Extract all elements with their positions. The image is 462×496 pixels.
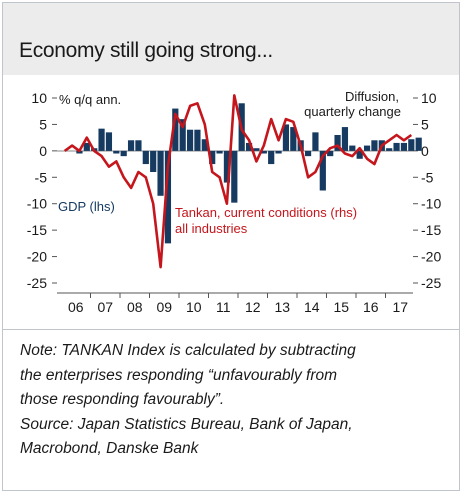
chart-panel: Economy still going strong... % q/q ann.… xyxy=(2,2,460,491)
gdp-bar xyxy=(83,142,90,151)
right-axis-label-2: quarterly change xyxy=(304,104,401,119)
right-tick-label: 0 xyxy=(421,143,429,159)
gdp-bar xyxy=(231,150,238,203)
gdp-bars xyxy=(76,103,422,244)
x-tick-label: 17 xyxy=(392,299,408,315)
x-tick-label: 12 xyxy=(245,299,261,315)
x-tick-label: 08 xyxy=(127,299,143,315)
tankan-series-label-1: Tankan, current conditions (rhs) xyxy=(175,205,357,220)
gdp-bar xyxy=(105,132,113,151)
x-tick-label: 14 xyxy=(304,299,320,315)
gdp-bar xyxy=(216,150,223,154)
note-line: Macrobond, Danske Bank xyxy=(20,440,199,457)
gdp-bar xyxy=(275,150,282,154)
gdp-bar xyxy=(282,124,290,151)
right-y-ticks: 10 5 0 -5 -10 -15 -20 -25 xyxy=(413,90,441,291)
gdp-bar xyxy=(127,140,135,151)
gdp-bar xyxy=(393,142,400,151)
right-axis-label-1: Diffusion, xyxy=(345,89,399,104)
gdp-bar xyxy=(179,119,186,151)
gdp-bar xyxy=(341,127,349,151)
gdp-bar xyxy=(290,127,297,151)
right-tick-label: -5 xyxy=(421,169,434,185)
left-tick-label: -5 xyxy=(35,169,48,185)
gdp-bar xyxy=(253,148,260,151)
gdp-bar xyxy=(194,129,201,151)
tankan-series-label-2: all industries xyxy=(175,221,248,236)
gdp-bar xyxy=(356,150,363,159)
chart-svg: % q/q ann. Diffusion, quarterly change 1… xyxy=(27,89,442,315)
gdp-bar xyxy=(312,132,319,151)
x-tick-label: 16 xyxy=(363,299,379,315)
gdp-bar xyxy=(268,150,275,165)
gdp-bar xyxy=(164,150,172,244)
title-band: Economy still going strong... xyxy=(3,3,459,75)
gdp-bar xyxy=(223,150,231,183)
left-tick-label: -25 xyxy=(27,275,47,291)
right-tick-label: -20 xyxy=(421,249,441,265)
gdp-bar xyxy=(186,129,194,151)
left-axis-label: % q/q ann. xyxy=(59,92,121,107)
x-tick-label: 15 xyxy=(333,299,349,315)
chart-title: Economy still going strong... xyxy=(19,39,273,62)
left-y-ticks: 10 5 0 -5 -10 -15 -20 -25 xyxy=(27,90,57,291)
gdp-bar xyxy=(120,150,127,157)
right-tick-label: -10 xyxy=(421,196,441,212)
gdp-bar xyxy=(408,139,415,151)
note-line: those responding favourably”. xyxy=(20,391,225,408)
left-tick-label: 10 xyxy=(31,90,47,106)
left-tick-label: -15 xyxy=(27,222,47,238)
left-tick-label: 5 xyxy=(39,116,47,132)
tankan-line xyxy=(63,94,413,269)
gdp-bar xyxy=(135,140,142,151)
left-tick-label: -10 xyxy=(27,196,47,212)
gdp-bar xyxy=(304,150,312,157)
note-line: Source: Japan Statistics Bureau, Bank of… xyxy=(20,415,353,433)
gdp-bar xyxy=(386,148,393,151)
note-line: the enterprises responding “unfavourably… xyxy=(20,366,338,384)
gdp-bar xyxy=(201,139,208,151)
gdp-bar xyxy=(142,150,149,165)
gdp-bar xyxy=(415,137,422,151)
right-tick-label: -25 xyxy=(421,275,441,291)
gdp-bar xyxy=(157,150,164,196)
gdp-bar xyxy=(245,142,253,151)
left-tick-label: -20 xyxy=(27,249,47,265)
right-tick-label: -15 xyxy=(421,222,441,238)
x-tick-label: 13 xyxy=(274,299,290,315)
gdp-bar xyxy=(371,140,378,151)
x-ticks: 06 07 08 09 10 11 12 13 14 15 16 17 xyxy=(68,293,408,315)
gdp-bar xyxy=(349,145,356,151)
right-tick-label: 10 xyxy=(421,90,437,106)
gdp-series-label: GDP (lhs) xyxy=(58,199,115,214)
x-tick-label: 10 xyxy=(186,299,202,315)
x-tick-label: 11 xyxy=(216,299,231,315)
footnote: Note: TANKAN Index is calculated by subt… xyxy=(20,339,450,462)
divider xyxy=(3,329,459,330)
x-tick-label: 07 xyxy=(97,299,113,315)
left-tick-label: 0 xyxy=(39,143,47,159)
gdp-bar xyxy=(400,142,408,151)
gdp-bar xyxy=(260,150,267,154)
gdp-bar xyxy=(209,150,216,165)
gdp-bar xyxy=(98,128,105,151)
right-tick-label: 5 xyxy=(421,116,429,132)
gdp-bar xyxy=(334,135,341,151)
x-tick-label: 09 xyxy=(156,299,172,315)
gdp-bar xyxy=(172,108,179,151)
gdp-bar xyxy=(150,150,157,172)
gdp-bar xyxy=(319,150,326,191)
gdp-bar xyxy=(113,150,120,154)
note-line: Note: TANKAN Index is calculated by subt… xyxy=(20,342,356,359)
gdp-bar xyxy=(327,150,334,157)
x-tick-label: 06 xyxy=(68,299,84,315)
gdp-bar xyxy=(363,145,371,151)
